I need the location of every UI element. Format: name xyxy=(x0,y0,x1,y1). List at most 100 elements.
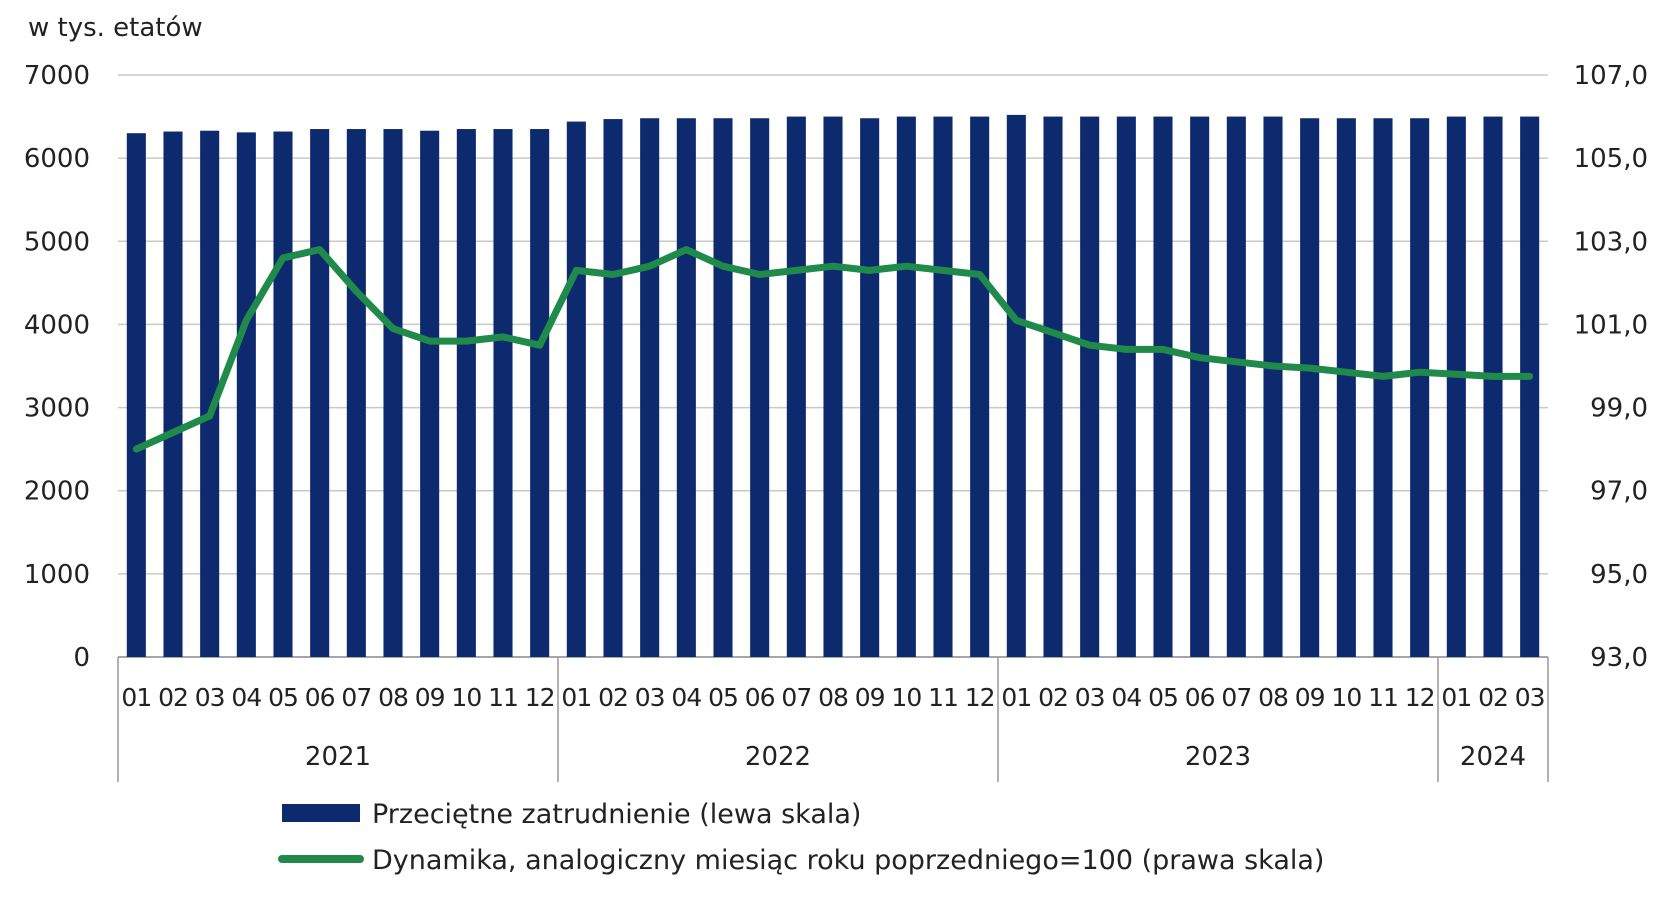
bar xyxy=(1373,118,1393,658)
month-label: 11 xyxy=(928,683,958,712)
bar xyxy=(933,116,953,658)
month-label: 05 xyxy=(1148,683,1178,712)
left-tick-label: 3000 xyxy=(24,394,90,424)
month-label: 01 xyxy=(121,683,151,712)
left-tick-label: 0 xyxy=(73,643,90,673)
bar xyxy=(860,118,880,658)
month-label: 03 xyxy=(635,683,665,712)
left-tick-label: 4000 xyxy=(24,310,90,340)
month-label: 04 xyxy=(1111,683,1141,712)
line-series xyxy=(132,246,1534,453)
year-label: 2021 xyxy=(305,742,371,772)
left-tick-label: 7000 xyxy=(24,61,90,91)
bar xyxy=(126,133,146,657)
bar xyxy=(1410,118,1430,658)
bar xyxy=(640,118,660,658)
month-label: 04 xyxy=(671,683,701,712)
month-label: 08 xyxy=(818,683,848,712)
month-label: 10 xyxy=(451,683,481,712)
month-label: 06 xyxy=(305,683,335,712)
bar xyxy=(1226,116,1246,658)
month-label: 09 xyxy=(855,683,885,712)
right-tick-label: 97,0 xyxy=(1590,477,1648,507)
month-label: 02 xyxy=(158,683,188,712)
left-tick-label: 6000 xyxy=(24,144,90,174)
month-label: 11 xyxy=(488,683,518,712)
bar xyxy=(1080,116,1100,658)
bar xyxy=(1190,116,1210,658)
bar xyxy=(896,116,916,658)
left-tick-label: 5000 xyxy=(24,227,90,257)
month-label: 09 xyxy=(1295,683,1325,712)
year-label: 2022 xyxy=(745,742,811,772)
right-tick-label: 107,0 xyxy=(1574,61,1648,91)
month-label: 09 xyxy=(415,683,445,712)
bar xyxy=(456,129,476,658)
bar xyxy=(566,121,586,657)
right-tick-label: 105,0 xyxy=(1574,144,1648,174)
month-label: 02 xyxy=(598,683,628,712)
month-label: 05 xyxy=(708,683,738,712)
bar xyxy=(970,116,990,658)
left-tick-label: 1000 xyxy=(24,560,90,590)
bar xyxy=(1153,116,1173,658)
bar xyxy=(823,116,843,658)
legend-bar-label: Przeciętne zatrudnienie (lewa skala) xyxy=(372,799,861,830)
bar xyxy=(310,129,330,658)
right-tick-label: 93,0 xyxy=(1590,643,1648,673)
month-label: 12 xyxy=(965,683,995,712)
bar xyxy=(786,116,806,658)
month-label: 02 xyxy=(1038,683,1068,712)
month-label: 03 xyxy=(195,683,225,712)
bar xyxy=(750,118,770,658)
left-axis: 0 1000 2000 3000 4000 5000 6000 7000 xyxy=(24,61,90,673)
month-label: 03 xyxy=(1075,683,1105,712)
unit-label: w tys. etatów xyxy=(28,13,203,43)
month-label: 12 xyxy=(1405,683,1435,712)
right-tick-label: 103,0 xyxy=(1574,227,1648,257)
bar xyxy=(420,130,440,658)
month-label: 08 xyxy=(1258,683,1288,712)
legend-line-label: Dynamika, analogiczny miesiąc roku poprz… xyxy=(372,845,1324,876)
bar xyxy=(1006,114,1026,657)
month-label: 06 xyxy=(1185,683,1215,712)
month-label: 11 xyxy=(1368,683,1398,712)
right-axis: 93,0 95,0 97,0 99,0 101,0 103,0 105,0 107,0 xyxy=(1574,61,1648,673)
bar xyxy=(493,129,513,658)
bar xyxy=(713,118,733,658)
x-axis: 01 02 03 04 05 06 07 08 09 10 11 12 01 02 03 04 05 06 07 08… xyxy=(117,657,1549,782)
bar xyxy=(676,118,696,658)
bar xyxy=(163,131,183,658)
month-label: 08 xyxy=(378,683,408,712)
bar xyxy=(200,130,220,658)
legend-bar-swatch xyxy=(282,804,360,822)
month-label: 06 xyxy=(745,683,775,712)
month-label: 07 xyxy=(341,683,371,712)
right-tick-label: 101,0 xyxy=(1574,310,1648,340)
month-label: 12 xyxy=(525,683,555,712)
bar xyxy=(1520,116,1540,658)
bar xyxy=(1336,118,1356,658)
month-label: 10 xyxy=(1331,683,1361,712)
bar xyxy=(1446,116,1466,658)
month-label: 04 xyxy=(231,683,261,712)
bar xyxy=(1043,116,1063,658)
left-tick-label: 2000 xyxy=(24,477,90,507)
month-label: 07 xyxy=(781,683,811,712)
bar xyxy=(273,131,293,658)
bar xyxy=(346,129,366,658)
month-label: 05 xyxy=(268,683,298,712)
bar xyxy=(1116,116,1136,658)
bar xyxy=(1483,116,1503,658)
month-label: 10 xyxy=(891,683,921,712)
series-line xyxy=(132,246,1534,453)
year-label: 2024 xyxy=(1460,742,1526,772)
bar xyxy=(383,129,403,658)
year-label: 2023 xyxy=(1185,742,1251,772)
right-tick-label: 95,0 xyxy=(1590,560,1648,590)
month-label: 01 xyxy=(1441,683,1471,712)
month-label: 02 xyxy=(1478,683,1508,712)
month-label: 01 xyxy=(1001,683,1031,712)
month-label: 01 xyxy=(561,683,591,712)
bar xyxy=(236,132,256,657)
